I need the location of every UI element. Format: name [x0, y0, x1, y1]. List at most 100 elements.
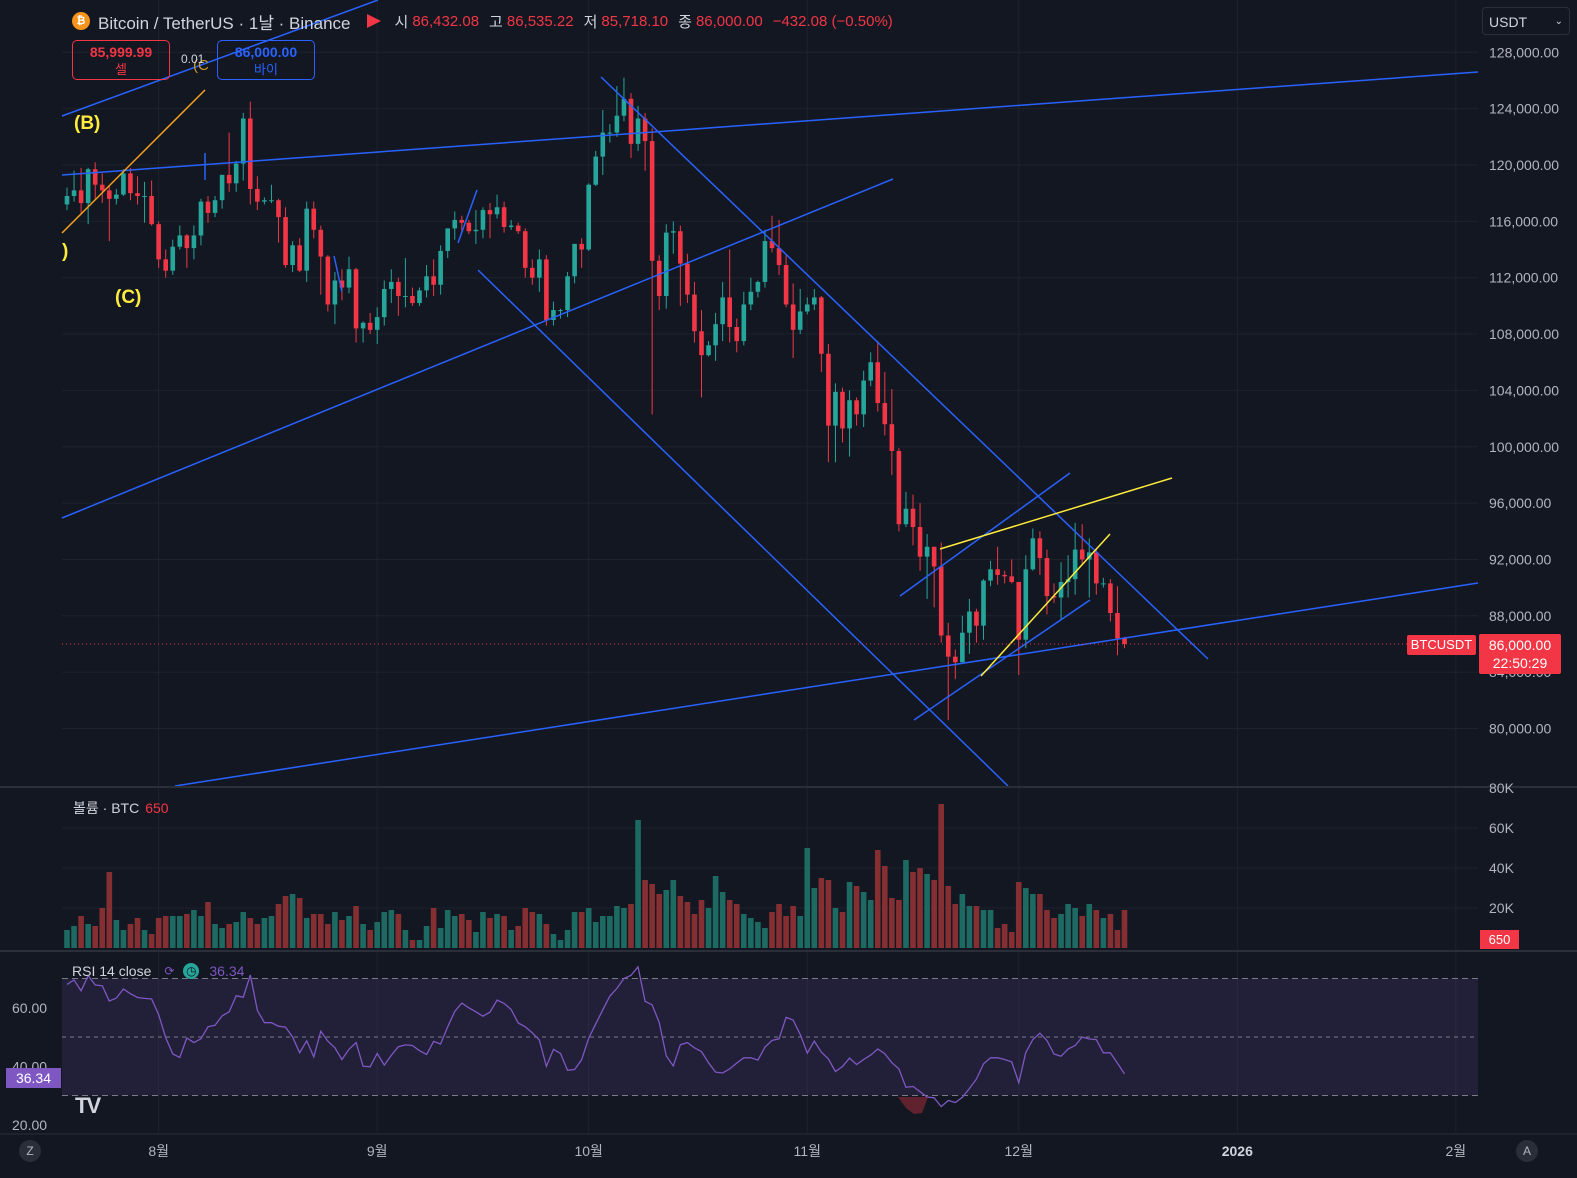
candle-body — [967, 611, 972, 633]
symbol-title[interactable]: Bitcoin / TetherUS · 1날 · Binance — [98, 13, 351, 33]
candle-body — [875, 362, 881, 404]
quantity-field[interactable]: 0.01 — [181, 52, 205, 66]
candle-body — [219, 174, 225, 201]
volume-bar — [726, 900, 733, 948]
candle-body — [797, 311, 803, 330]
volume-bar — [501, 916, 507, 948]
volume-bar — [261, 918, 268, 948]
volume-bar — [811, 888, 818, 948]
chevron-down-icon: ⌄ — [1554, 16, 1563, 27]
buy-button[interactable]: 86,000.00 바이 — [217, 40, 315, 80]
rsi-line — [66, 965, 1126, 1114]
auto-scale-button[interactable]: A — [1516, 1140, 1538, 1162]
volume-bar — [480, 912, 486, 948]
candle-body — [868, 362, 873, 381]
change-value: −432.08 (−0.50%) — [772, 12, 893, 30]
volume-bar — [212, 924, 218, 948]
close-value: 86,000.00 — [695, 12, 763, 30]
volume-bar — [1030, 894, 1036, 948]
volume-bar — [71, 926, 77, 948]
volume-bar — [748, 918, 754, 948]
candle-body — [1122, 638, 1127, 644]
sync-icon[interactable]: ⟳ — [164, 964, 175, 978]
candle-body — [184, 235, 190, 249]
candle-body — [248, 118, 253, 189]
candle-body — [487, 210, 493, 215]
trendline — [174, 582, 1479, 787]
high-value: 86,535.22 — [506, 12, 574, 30]
candle-body — [783, 265, 789, 305]
volume-bar — [614, 906, 620, 948]
candle-body — [593, 156, 599, 185]
candle-body — [938, 566, 944, 636]
candle-body — [191, 235, 197, 249]
rsi-legend[interactable]: RSI 14 close ⟳ ◷ 36.34 — [72, 963, 244, 979]
trendline — [333, 255, 343, 293]
volume-bar — [938, 804, 944, 948]
volume-bar — [903, 860, 909, 948]
candle-body — [311, 208, 317, 230]
trendline — [61, 178, 894, 519]
candle-body — [431, 276, 436, 285]
volume-legend[interactable]: 볼륨 · BTC 650 — [73, 798, 169, 818]
candle-body — [607, 132, 613, 134]
candle-body — [262, 200, 267, 202]
volume-bar — [1093, 910, 1100, 948]
alarm-icon[interactable]: ◷ — [183, 963, 200, 979]
candle-body — [269, 200, 274, 202]
symbol-header[interactable]: ₿ Bitcoin / TetherUS · 1날 · Binance 시 86,… — [72, 9, 903, 33]
time-axis[interactable]: 8월 9월 10월 11월 12월 2026 2월 — [148, 1143, 1466, 1159]
candle-body — [360, 322, 366, 329]
timezone-button[interactable]: Z — [19, 1140, 41, 1162]
candle-body — [713, 324, 718, 346]
candle-body — [882, 403, 888, 425]
volume-bar — [169, 916, 176, 948]
candle-body — [600, 132, 606, 157]
volume-bar — [839, 912, 846, 948]
rsi-title: RSI 14 close — [72, 963, 152, 979]
tradingview-logo[interactable]: TV — [75, 1093, 101, 1118]
currency-select[interactable]: USDT ⌄ — [1482, 7, 1570, 35]
volume-bar — [437, 928, 444, 948]
candle-body — [1030, 538, 1036, 570]
candle-body — [537, 259, 542, 278]
volume-bar — [853, 886, 860, 948]
candle-body — [403, 296, 408, 298]
candle-body — [1016, 581, 1022, 640]
candle-body — [741, 304, 747, 342]
candle-body — [974, 611, 979, 626]
volume-bar — [346, 916, 352, 948]
price-axis[interactable]: 128,000.00 124,000.00 120,000.00 116,000.00… — [12, 44, 1559, 1132]
candle-body — [769, 241, 775, 249]
volume-bar — [254, 924, 261, 948]
candle-body — [579, 243, 584, 250]
candle-body — [346, 269, 352, 288]
candle-body — [1051, 596, 1057, 598]
price-tick-label: 92,000.00 — [1489, 551, 1551, 567]
price-tick-label: 120,000.00 — [1489, 157, 1559, 173]
volume-bar — [762, 928, 768, 948]
volume-bar — [184, 914, 190, 948]
volume-bar — [310, 914, 317, 948]
volume-bar — [994, 928, 1001, 948]
candle-body — [85, 169, 91, 204]
flag-icon[interactable] — [366, 14, 381, 28]
candle-body — [205, 201, 211, 213]
bitcoin-icon: ₿ — [72, 12, 90, 30]
trendline — [61, 89, 206, 234]
sell-button[interactable]: 85,999.99 셀 — [72, 40, 170, 80]
candle-body — [678, 231, 683, 264]
volume-bar — [191, 910, 197, 948]
candle-body — [1094, 552, 1099, 584]
volume-bar — [804, 848, 811, 948]
volume-bar — [466, 920, 472, 948]
candle-body — [762, 241, 768, 282]
volume-bar — [296, 898, 303, 948]
trendlines[interactable] — [61, 0, 1479, 787]
candle-body — [459, 219, 465, 223]
volume-bar — [430, 908, 437, 948]
volume-bar — [233, 922, 239, 948]
volume-bar — [635, 820, 641, 948]
candle-body — [635, 118, 641, 144]
